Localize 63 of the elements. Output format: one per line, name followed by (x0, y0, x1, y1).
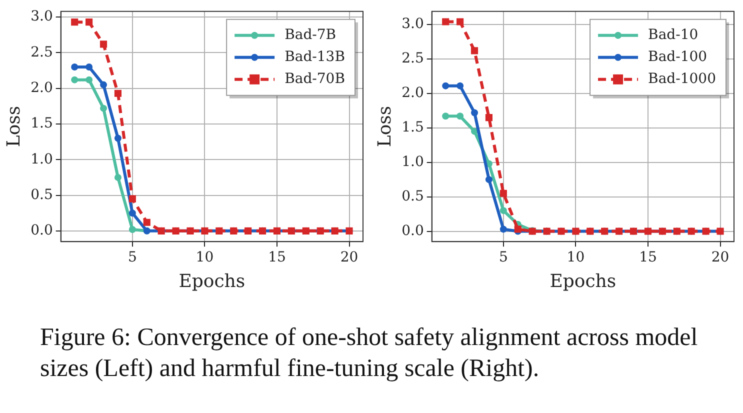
point (86, 76, 93, 84)
point (114, 90, 122, 97)
x-axis-title: Epochs (550, 270, 616, 292)
point (100, 104, 108, 112)
point (71, 18, 78, 26)
point (456, 112, 464, 120)
x-tick-label: 15 (268, 250, 286, 266)
legend-label: Bad-1000 (648, 71, 716, 88)
point (456, 82, 464, 90)
y-tick-label: 2.0 (30, 80, 53, 96)
y-tick-label: 2.5 (30, 44, 53, 60)
y-tick-label: 0.5 (402, 188, 424, 204)
y-tick-label: 0.0 (30, 222, 53, 239)
point (500, 190, 507, 197)
legend-label: Bad-13B (284, 49, 346, 66)
point (442, 82, 450, 90)
point (485, 114, 493, 122)
point (128, 226, 136, 233)
x-tick-label: 10 (566, 250, 585, 266)
x-axis-title: Epochs (178, 270, 246, 292)
y-tick-label: 3.0 (402, 16, 424, 32)
point (500, 226, 507, 233)
y-axis-title: Loss (374, 106, 396, 148)
y-tick-label: 0.0 (402, 222, 424, 239)
point (128, 195, 136, 202)
point (456, 18, 464, 26)
y-tick-label: 1.5 (30, 116, 53, 132)
point (71, 63, 78, 70)
point (485, 176, 492, 184)
legend-label: Bad-100 (648, 49, 708, 66)
point (114, 174, 122, 181)
point (143, 218, 150, 226)
x-tick-label: 20 (711, 250, 730, 266)
x-tick-label: 10 (196, 250, 214, 266)
point (86, 63, 93, 70)
point (100, 40, 108, 48)
point (128, 210, 136, 217)
point (442, 18, 450, 26)
point (100, 81, 108, 88)
caption: Figure 6: Convergence of one-shot safety alignment across model sizes (Left) and harmful fine-tuning scale (Right). (40, 323, 699, 384)
point (500, 207, 507, 214)
x-tick-label: 5 (128, 250, 137, 266)
y-tick-label: 3.0 (30, 8, 53, 25)
y-tick-label: 0.5 (30, 186, 53, 203)
point (114, 134, 122, 142)
y-tick-label: 1.0 (402, 154, 424, 170)
y-tick-label: 2.0 (402, 85, 424, 102)
legend-label: Bad-10 (648, 27, 698, 44)
point (86, 18, 93, 26)
point (471, 109, 478, 116)
x-tick-label: 20 (340, 250, 358, 266)
x-tick-label: 5 (498, 250, 508, 266)
point (471, 128, 478, 135)
legend-label: Bad-70B (284, 71, 346, 88)
y-axis-title: Loss (3, 106, 24, 148)
y-tick-label: 1.0 (30, 151, 53, 168)
legend-label: Bad-7B (284, 27, 336, 44)
point (442, 112, 450, 120)
y-tick-label: 2.5 (402, 50, 424, 67)
point (71, 76, 78, 84)
point (470, 47, 478, 54)
y-tick-label: 1.5 (402, 120, 424, 136)
x-tick-label: 15 (639, 250, 657, 266)
